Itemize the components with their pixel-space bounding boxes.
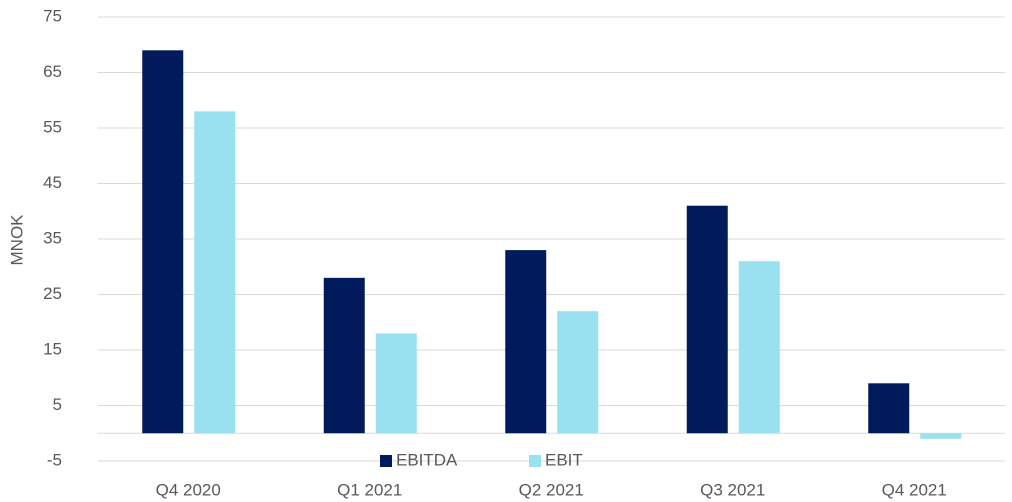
bar [738, 261, 780, 434]
bar [194, 111, 236, 434]
y-tick-label: 55 [43, 117, 62, 136]
legend-label: EBITDA [396, 450, 458, 469]
bar [686, 205, 728, 434]
bar [557, 311, 599, 434]
legend-swatch [380, 455, 392, 467]
x-tick-label: Q4 2020 [156, 480, 221, 499]
x-tick-label: Q1 2021 [337, 480, 402, 499]
y-axis-label: MNOK [7, 214, 26, 266]
y-tick-label: 45 [43, 173, 62, 192]
legend-swatch [529, 455, 541, 467]
y-tick-label: 75 [43, 6, 62, 25]
y-tick-label: 15 [43, 339, 62, 358]
y-tick-label: 65 [43, 62, 62, 81]
x-tick-label: Q4 2021 [882, 480, 947, 499]
y-tick-label: -5 [47, 450, 62, 469]
bar [920, 433, 962, 439]
y-tick-label: 25 [43, 284, 62, 303]
bar [868, 383, 910, 434]
y-tick-label: 35 [43, 228, 62, 247]
legend-label: EBIT [545, 450, 583, 469]
x-tick-label: Q3 2021 [700, 480, 765, 499]
bar [323, 277, 365, 434]
bar [375, 333, 417, 434]
x-tick-label: Q2 2021 [519, 480, 584, 499]
bar [505, 250, 547, 434]
y-tick-label: 5 [53, 395, 62, 414]
bar [142, 50, 184, 434]
